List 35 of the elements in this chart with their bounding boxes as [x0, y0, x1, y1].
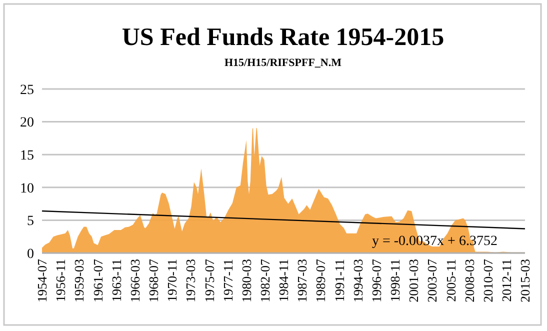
- x-tick-label: 1977-11: [220, 259, 236, 302]
- x-tick-label: 2005-11: [443, 259, 458, 302]
- x-tick-label: 2001-03: [406, 259, 422, 302]
- x-tick-label: 1959-03: [72, 259, 87, 302]
- y-tick-label: 20: [20, 116, 34, 131]
- y-tick-label: 10: [20, 181, 34, 196]
- x-tick-label: 1980-03: [238, 259, 254, 302]
- x-tick-label: 1984-11: [276, 259, 292, 302]
- x-tick-label: 2015-03: [518, 259, 533, 302]
- x-tick-label: 1954-07: [34, 258, 50, 302]
- x-tick-label: 1994-03: [350, 259, 366, 302]
- x-tick-label: 2003-07: [424, 258, 440, 302]
- x-tick-label: 1987-03: [294, 259, 310, 302]
- chart-subtitle: H15/H15/RIFSPFF_N.M: [224, 57, 342, 69]
- x-tick-label: 1991-11: [332, 259, 347, 302]
- x-tick-label: 1975-07: [202, 258, 217, 302]
- x-tick-label: 1989-07: [313, 258, 328, 302]
- x-tick-label: 2010-07: [480, 258, 496, 302]
- x-tick-label: 1968-07: [146, 258, 162, 302]
- x-tick-label: 1966-03: [127, 259, 142, 302]
- x-tick-label: 1961-07: [90, 258, 106, 302]
- x-tick-label: 1970-11: [164, 259, 180, 302]
- x-tick-label: 1998-11: [388, 259, 403, 302]
- y-tick-label: 25: [20, 82, 34, 98]
- y-tick-label: 5: [27, 214, 34, 230]
- y-tick-label: 15: [20, 148, 34, 164]
- x-tick-label: 1956-11: [53, 259, 68, 302]
- x-tick-label: 1973-03: [183, 259, 198, 302]
- x-tick-label: 2008-03: [462, 259, 477, 302]
- x-tick-label: 1963-11: [108, 259, 124, 302]
- x-tick-label: 1982-07: [257, 258, 272, 302]
- x-tick-label: 2012-11: [499, 259, 514, 302]
- x-tick-label: 1996-07: [368, 258, 384, 302]
- y-tick-label: 0: [27, 246, 34, 262]
- chart-title: US Fed Funds Rate 1954-2015: [122, 24, 444, 51]
